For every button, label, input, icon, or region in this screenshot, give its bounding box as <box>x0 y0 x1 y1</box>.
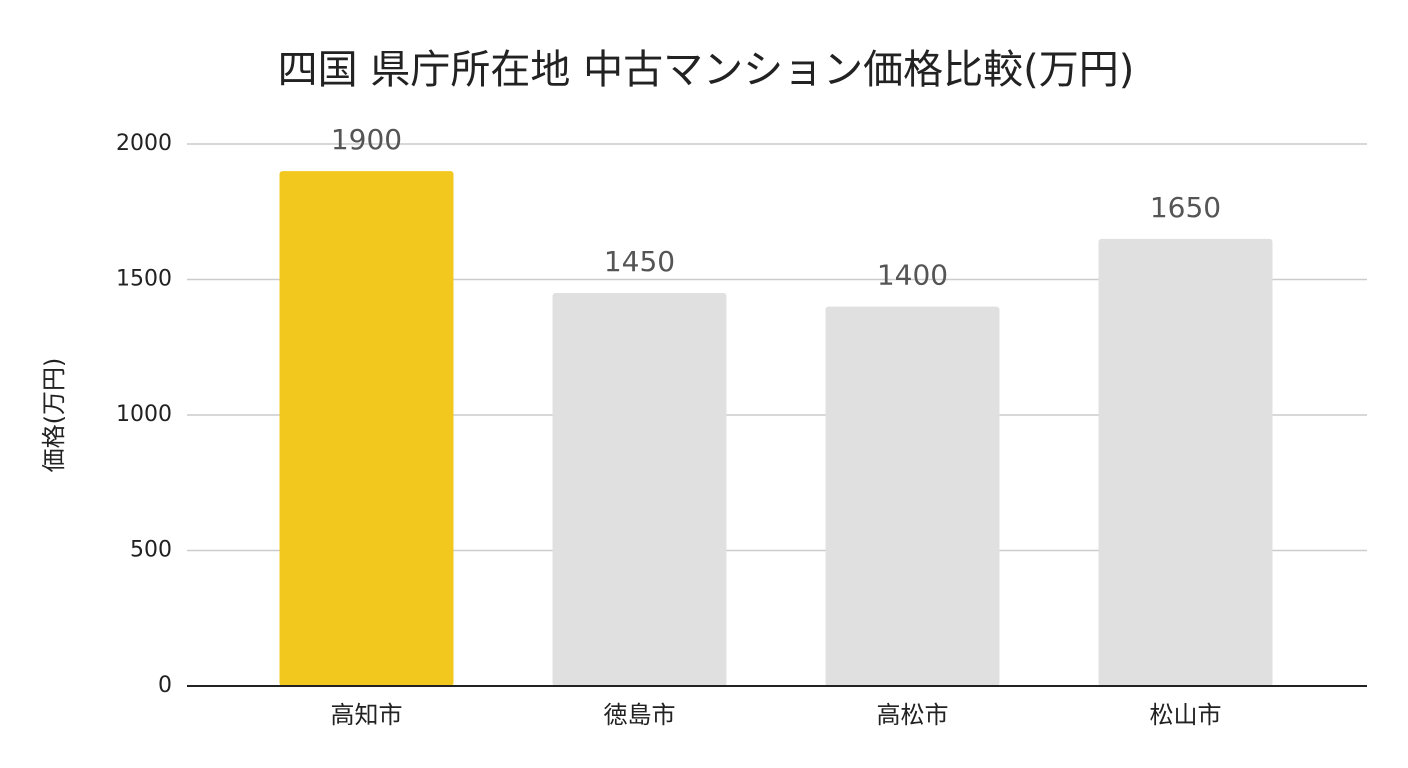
y-tick-label: 1500 <box>116 267 172 292</box>
bar <box>825 306 1000 686</box>
data-label: 1650 <box>1150 191 1221 224</box>
x-tick-label: 高松市 <box>877 701 949 729</box>
data-label: 1400 <box>877 259 948 292</box>
data-label: 1900 <box>331 123 402 156</box>
chart-title: 四国 県庁所在地 中古マンション価格比較(万円) <box>278 47 1135 93</box>
x-tick-label: 徳島市 <box>604 701 676 729</box>
data-label: 1450 <box>604 245 675 278</box>
bar <box>279 171 454 687</box>
x-tick-label: 松山市 <box>1150 701 1222 729</box>
bar <box>552 293 727 686</box>
y-tick-label: 500 <box>130 538 172 563</box>
y-tick-label: 2000 <box>116 131 172 156</box>
y-tick-label: 1000 <box>116 402 172 427</box>
bar <box>1098 238 1273 686</box>
y-axis-label: 価格(万円) <box>40 358 68 473</box>
y-tick-label: 0 <box>158 673 172 698</box>
x-tick-label: 高知市 <box>331 701 403 729</box>
